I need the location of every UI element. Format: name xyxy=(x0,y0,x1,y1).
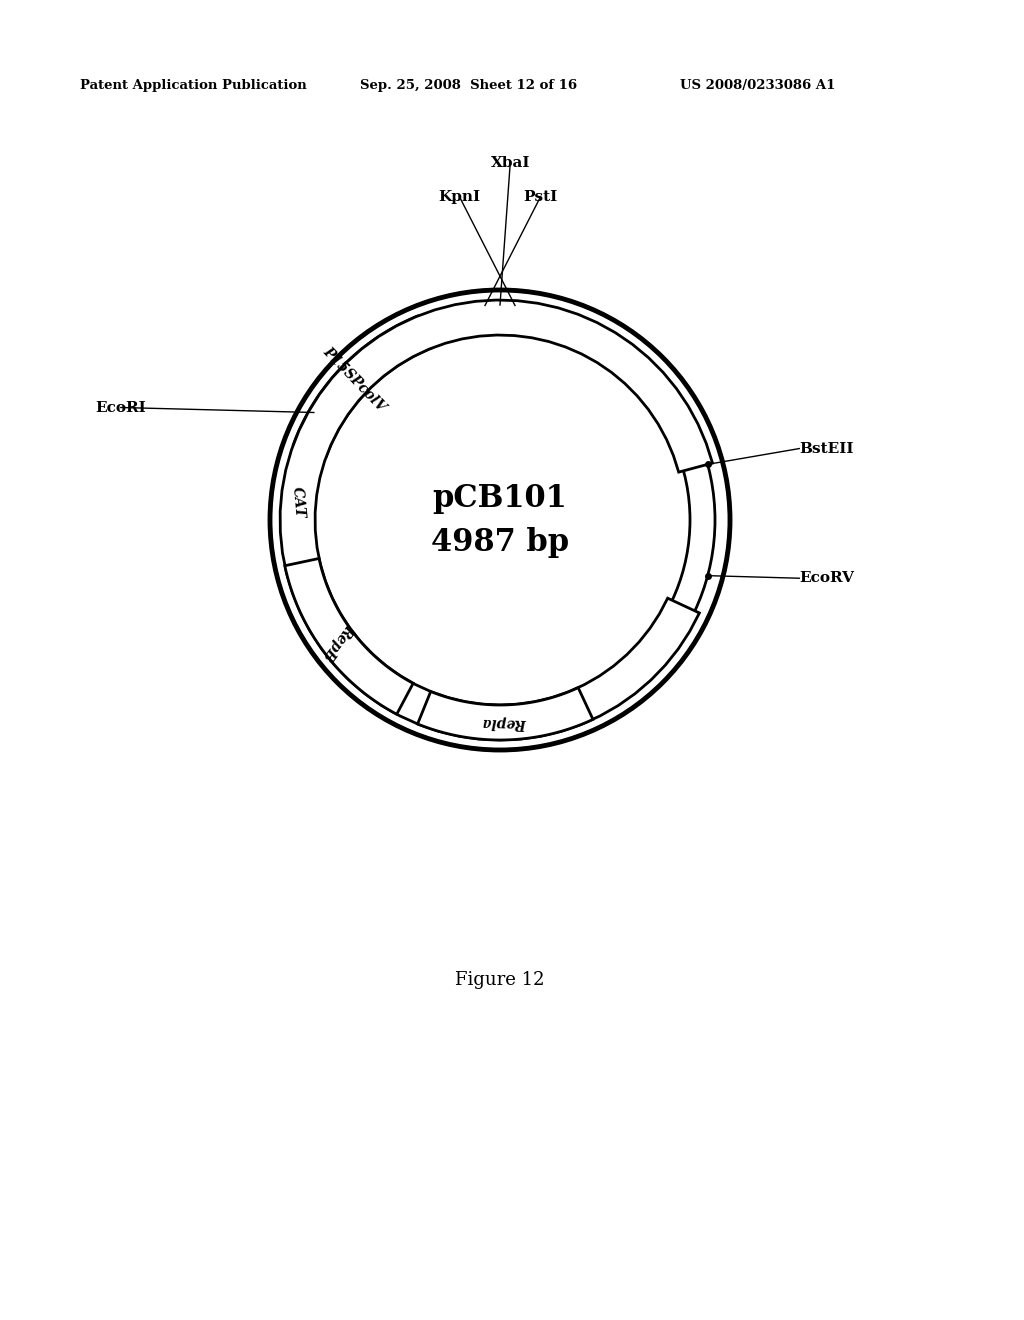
Text: US 2008/0233086 A1: US 2008/0233086 A1 xyxy=(680,78,836,91)
Text: BstEII: BstEII xyxy=(800,442,854,455)
Polygon shape xyxy=(281,300,713,741)
Text: CAT: CAT xyxy=(290,486,306,519)
Polygon shape xyxy=(285,558,413,714)
Text: EcoRV: EcoRV xyxy=(800,572,854,585)
Text: Figure 12: Figure 12 xyxy=(456,972,545,989)
Text: Repla: Repla xyxy=(483,715,527,730)
Text: KpnI: KpnI xyxy=(438,190,480,203)
Text: XbaI: XbaI xyxy=(490,156,530,170)
Text: 4987 bp: 4987 bp xyxy=(431,527,569,557)
Text: Patent Application Publication: Patent Application Publication xyxy=(80,78,307,91)
Text: Sep. 25, 2008  Sheet 12 of 16: Sep. 25, 2008 Sheet 12 of 16 xyxy=(360,78,578,91)
Text: PstI: PstI xyxy=(523,190,558,203)
Text: RepB: RepB xyxy=(321,620,356,663)
Polygon shape xyxy=(418,688,593,741)
Text: EcoRI: EcoRI xyxy=(95,400,146,414)
Text: P15SPcolV: P15SPcolV xyxy=(321,345,388,414)
Text: pCB101: pCB101 xyxy=(432,483,567,513)
Polygon shape xyxy=(293,315,431,457)
